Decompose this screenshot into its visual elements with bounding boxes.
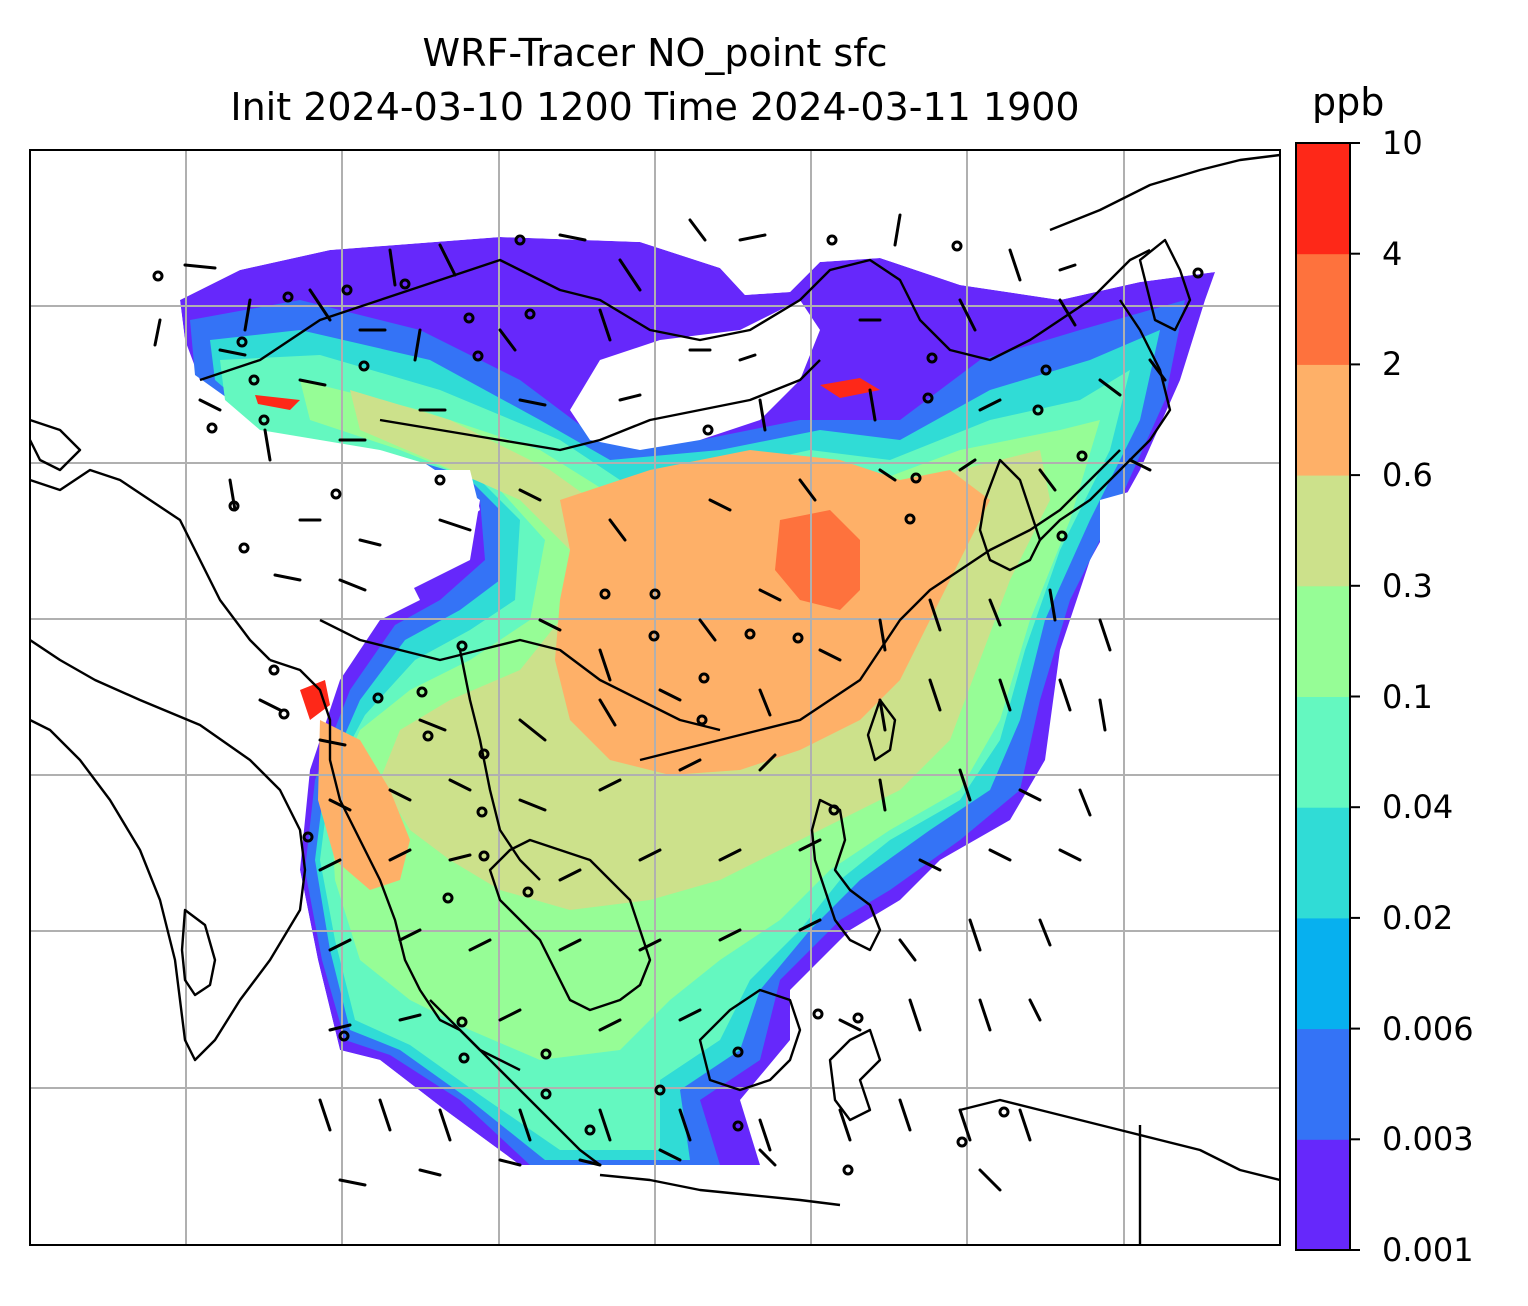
coast-borneo [698, 988, 802, 1092]
colorbar-segment [1296, 253, 1350, 365]
coast-china-east [639, 449, 1121, 762]
field-gap-southwest [30, 150, 520, 1245]
coastlines [30, 153, 1280, 1245]
colorbar-tick-label: 4 [1382, 234, 1403, 273]
colorbar-segment [1296, 585, 1350, 697]
coast-japan-north [1138, 238, 1192, 332]
colorbar-segment [1296, 475, 1350, 587]
coast-sulawesi [828, 1028, 882, 1122]
chart-title-line2: Init 2024-03-10 1200 Time 2024-03-11 190… [230, 85, 1080, 129]
border-china-north [199, 248, 1151, 382]
colorbar-tick-label: 0.003 [1382, 1120, 1474, 1159]
colorbar-segment [1296, 364, 1350, 476]
field-band-redorange [775, 510, 860, 610]
field-gap-tibet-north [340, 470, 480, 620]
field-gap-north [180, 150, 1280, 300]
colorbar-tick-label: 0.001 [1382, 1231, 1474, 1269]
colorbar-segment [1296, 807, 1350, 919]
colorbar-tick-label: 10 [1382, 124, 1423, 162]
border-myanmar-laos [458, 649, 541, 881]
chart-title-line1: WRF-Tracer NO_point sfc [422, 31, 888, 75]
border-mongolia-south [379, 359, 821, 452]
coast-sri-lanka [180, 908, 217, 997]
coast-java [599, 1173, 841, 1207]
colorbar-tick-label: 0.3 [1382, 566, 1433, 605]
field-band-orange [555, 450, 990, 775]
calm-wind-markers [152, 234, 1204, 1176]
coast-caspian [30, 418, 82, 472]
coast-philippines [810, 798, 882, 952]
colorbar-tick-label: 0.6 [1382, 456, 1433, 495]
colorbar-segment [1296, 696, 1350, 808]
map-area [30, 150, 1280, 1245]
map-frame [29, 149, 1281, 1246]
colorbar-tick-label: 0.02 [1382, 898, 1454, 937]
coast-taiwan [866, 698, 897, 762]
coast-russia-east [1049, 153, 1280, 232]
colorbar-tick-label: 2 [1382, 345, 1403, 384]
colorbar-segment [1296, 143, 1350, 255]
colorbar-segment [1296, 1028, 1350, 1140]
coast-new-guinea [959, 1098, 1280, 1182]
coast-japan [1039, 299, 1172, 541]
tracer-concentration-field [30, 150, 1280, 1245]
colorbar-unit-label: ppb [1312, 80, 1385, 124]
coast-indochina [488, 838, 652, 1012]
wind-barbs [153, 213, 1167, 1192]
border-himalaya [319, 618, 721, 732]
coast-india [30, 639, 307, 1062]
border-iran-pakistan [30, 468, 271, 661]
coast-sumatra [429, 999, 601, 1166]
colorbar-tick-label: 0.006 [1382, 1009, 1474, 1048]
colorbar-tick-label: 0.1 [1382, 677, 1433, 716]
field-gap-mongolia [570, 300, 820, 450]
field-band-red-spots [255, 378, 880, 720]
colorbar-tick-label: 0.04 [1382, 788, 1454, 827]
field-gap-west-pacific [760, 450, 1280, 1245]
coast-korea [978, 458, 1042, 572]
colorbar [1295, 142, 1360, 1251]
colorbar-segment [1296, 1139, 1350, 1251]
colorbar-segment [1296, 917, 1350, 1030]
